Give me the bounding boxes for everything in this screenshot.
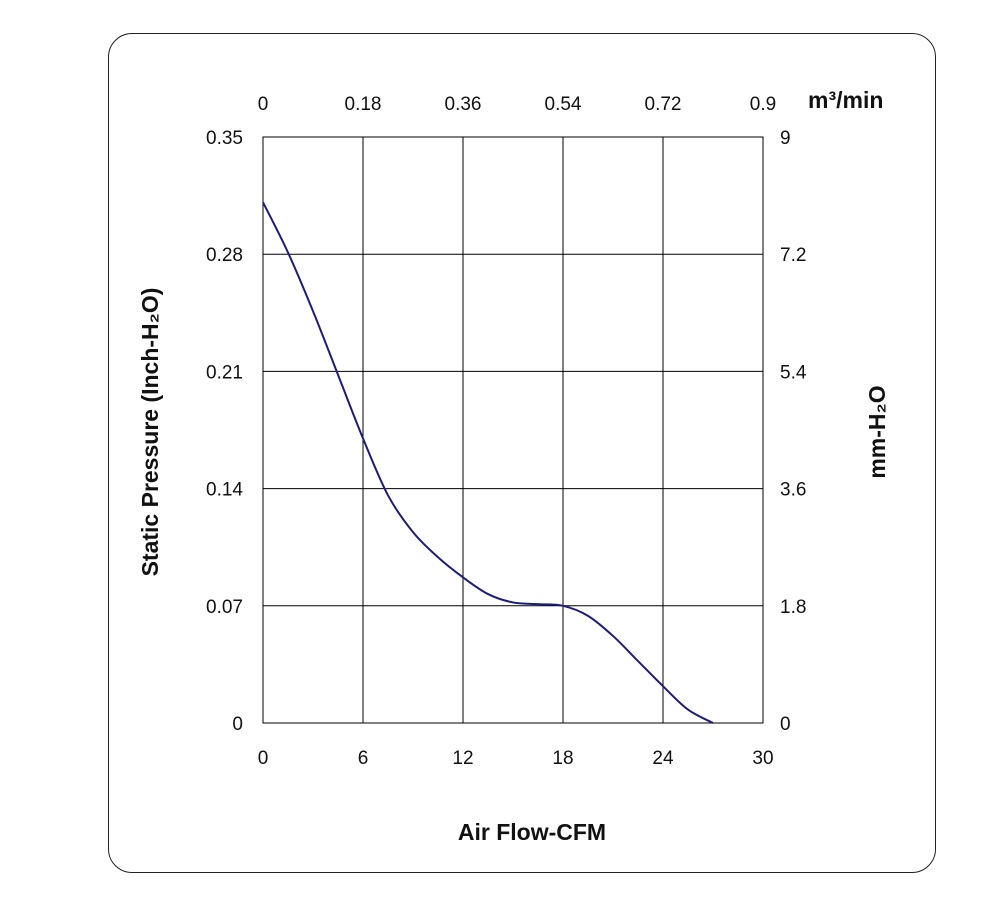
y2-axis-ticks: 0 1.8 3.6 5.4 7.2 9 bbox=[780, 128, 807, 735]
y2-axis-label: mm-H₂O bbox=[864, 385, 890, 478]
y-tick-label: 0 bbox=[232, 714, 243, 735]
x2-tick-label: 0.18 bbox=[345, 94, 382, 115]
y2-tick-label: 5.4 bbox=[780, 362, 807, 383]
x-tick-label: 6 bbox=[358, 748, 369, 769]
y-tick-label: 0.14 bbox=[206, 480, 243, 501]
y2-tick-label: 9 bbox=[780, 128, 791, 149]
x-axis-ticks: 0 6 12 18 24 30 bbox=[258, 748, 774, 769]
chart-frame bbox=[108, 33, 936, 873]
y2-tick-label: 7.2 bbox=[780, 245, 806, 266]
x-tick-label: 30 bbox=[752, 748, 773, 769]
y2-tick-label: 3.6 bbox=[780, 480, 806, 501]
x-tick-label: 12 bbox=[452, 748, 473, 769]
y-tick-label: 0.07 bbox=[206, 597, 243, 618]
y2-tick-label: 0 bbox=[780, 714, 791, 735]
y-tick-label: 0.21 bbox=[206, 362, 243, 383]
x2-tick-label: 0.72 bbox=[645, 94, 682, 115]
y-tick-label: 0.28 bbox=[206, 245, 243, 266]
x2-axis-label: m³/min bbox=[808, 87, 883, 113]
x2-tick-label: 0.54 bbox=[545, 94, 582, 115]
grid bbox=[263, 137, 763, 723]
x2-tick-label: 0.9 bbox=[750, 94, 776, 115]
y-axis-label: Static Pressure (Inch-H₂O) bbox=[137, 288, 163, 577]
plot-area bbox=[262, 136, 764, 724]
x2-tick-label: 0.36 bbox=[445, 94, 482, 115]
x-tick-label: 0 bbox=[258, 748, 269, 769]
y-axis-ticks: 0 0.07 0.14 0.21 0.28 0.35 bbox=[206, 128, 243, 735]
x-axis-label: Air Flow-CFM bbox=[458, 819, 606, 845]
y2-tick-label: 1.8 bbox=[780, 597, 806, 618]
x2-tick-label: 0 bbox=[258, 94, 269, 115]
x-tick-label: 24 bbox=[652, 748, 674, 769]
y-tick-label: 0.35 bbox=[206, 128, 243, 149]
x2-axis-ticks: 0 0.18 0.36 0.54 0.72 0.9 bbox=[258, 94, 777, 115]
series-line-static-pressure bbox=[262, 201, 714, 724]
x-tick-label: 18 bbox=[552, 748, 573, 769]
